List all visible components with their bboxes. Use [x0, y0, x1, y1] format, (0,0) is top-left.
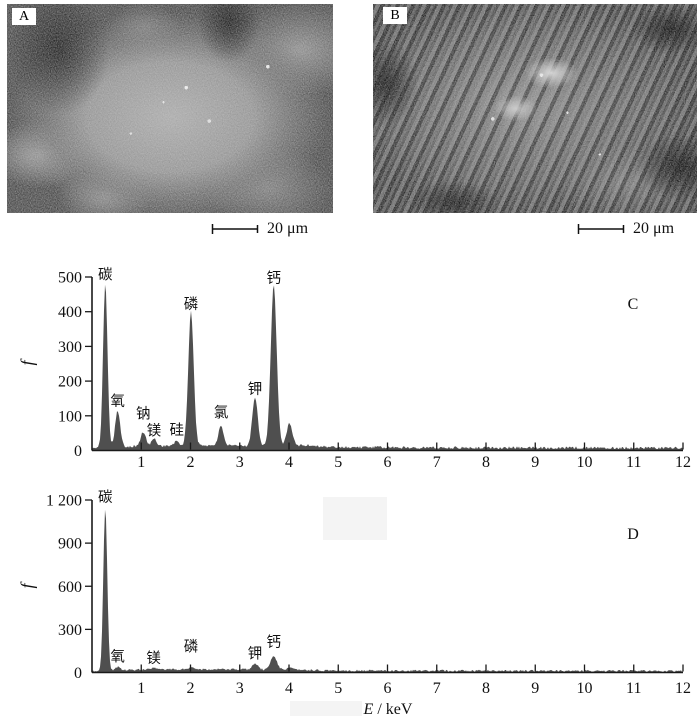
peak-label-magnesium: 镁: [146, 650, 161, 667]
x-tick-label-c: 3: [236, 454, 244, 471]
x-tick-label-c: 12: [675, 454, 691, 471]
sem-micrograph-a: [7, 4, 333, 213]
x-tick-label-d: 11: [626, 680, 641, 697]
panel-label-c: C: [628, 296, 639, 313]
y-tick-label-c: 500: [58, 270, 82, 287]
x-tick-label-d: 12: [675, 680, 691, 697]
y-tick-label-c: 100: [58, 408, 82, 425]
scale-bar-text-a: 20 μm: [267, 220, 309, 237]
panel-label-a: A: [12, 8, 36, 25]
peak-label-magnesium: 镁: [147, 423, 162, 440]
x-tick-label-d: 2: [187, 680, 195, 697]
x-tick-label-c: 9: [531, 454, 539, 471]
y-tick-label-d: 600: [58, 579, 82, 596]
y-tick-label-c: 200: [58, 374, 82, 391]
y-tick-label-d: 900: [58, 536, 82, 553]
x-tick-label-d: 8: [482, 680, 490, 697]
sem-grain-texture-a: [7, 4, 333, 213]
x-tick-label-d: 5: [334, 680, 342, 697]
peak-label-oxygen: 氧: [110, 393, 125, 410]
print-artifact: [290, 701, 362, 716]
y-tick-label-c: 300: [58, 339, 82, 356]
scale-bar-a: 20 μm: [211, 220, 309, 237]
print-artifact: [323, 497, 387, 540]
x-tick-label-c: 7: [433, 454, 441, 471]
peak-label-silicon: 硅: [169, 422, 184, 439]
x-axis-title-d: E / keV: [363, 701, 413, 718]
y-axis-title-c: f: [17, 358, 37, 366]
y-tick-label-d: 0: [74, 665, 82, 682]
x-tick-label-d: 1: [137, 680, 145, 697]
x-tick-label-c: 8: [482, 454, 490, 471]
y-tick-label-c: 400: [58, 304, 82, 321]
peak-label-calcium: 钙: [266, 270, 281, 287]
peak-label-oxygen: 氧: [110, 648, 125, 665]
sem-micrograph-b: [373, 4, 697, 213]
peak-label-calcium: 钙: [266, 634, 281, 651]
x-tick-label-c: 4: [285, 454, 293, 471]
scale-bar-text-b: 20 μm: [633, 220, 675, 237]
x-tick-label-c: 6: [384, 454, 392, 471]
peak-label-phosphorus: 磷: [184, 638, 199, 655]
peak-label-chlorine: 氯: [214, 404, 229, 421]
panel-label-d: D: [627, 526, 639, 543]
sem-grain-texture-b: [373, 4, 697, 213]
peak-label-phosphorus: 磷: [184, 296, 199, 313]
peak-label-potassium: 钾: [248, 645, 263, 662]
spectrum-area-d: [92, 509, 683, 673]
y-tick-label-c: 0: [74, 443, 82, 460]
x-tick-label-c: 11: [626, 454, 641, 471]
scale-bar-b: 20 μm: [577, 220, 675, 237]
y-tick-label-d: 1 200: [46, 493, 82, 510]
peak-label-carbon: 碳: [98, 266, 113, 283]
scale-bar-ruler-a: [211, 224, 259, 234]
x-tick-label-d: 3: [236, 680, 244, 697]
x-tick-label-c: 1: [137, 454, 145, 471]
panel-label-b: B: [383, 7, 407, 24]
x-tick-label-c: 10: [577, 454, 593, 471]
x-tick-label-d: 7: [433, 680, 441, 697]
y-axis-title-d: f: [17, 581, 37, 589]
peak-label-sodium: 钠: [136, 406, 151, 423]
x-tick-label-c: 5: [334, 454, 342, 471]
x-tick-label-d: 6: [384, 680, 392, 697]
x-tick-label-c: 2: [187, 454, 195, 471]
peak-label-potassium: 钾: [248, 381, 263, 398]
x-tick-label-d: 4: [285, 680, 293, 697]
y-tick-label-d: 300: [58, 622, 82, 639]
x-axis-title-symbol: E: [363, 701, 374, 718]
x-tick-label-d: 10: [577, 680, 593, 697]
peak-label-carbon: 碳: [98, 489, 113, 506]
x-axis-title-unit: / keV: [373, 701, 413, 718]
x-tick-label-d: 9: [531, 680, 539, 697]
scale-bar-ruler-b: [577, 224, 625, 234]
